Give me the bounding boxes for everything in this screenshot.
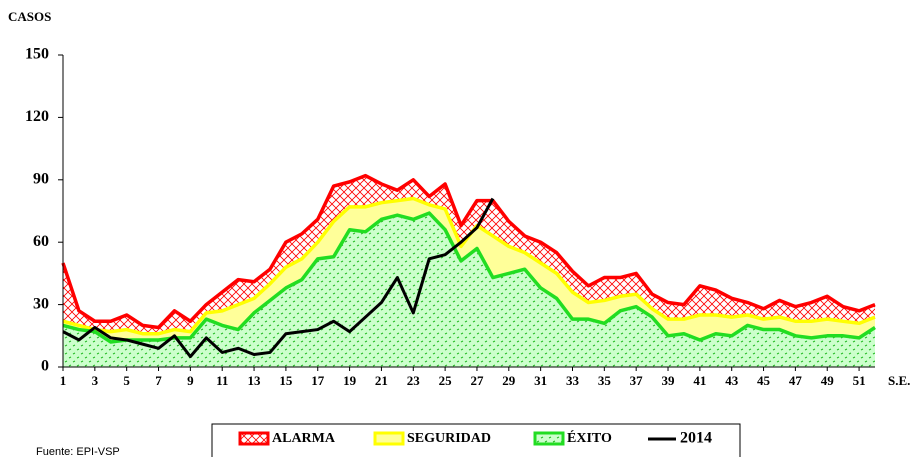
y-tick-label: 90: [33, 170, 49, 187]
x-tick-label: 13: [248, 373, 262, 388]
x-tick-label: 11: [216, 373, 228, 388]
x-axis-label: S.E.: [888, 373, 910, 388]
legend-swatch: [238, 431, 270, 446]
x-tick-label: 23: [407, 373, 421, 388]
legend-label: ÉXITO: [567, 429, 612, 446]
legend-swatch: [533, 431, 565, 446]
x-tick-label: 1: [60, 373, 67, 388]
x-tick-label: 43: [725, 373, 739, 388]
x-tick-label: 17: [311, 373, 325, 388]
x-tick-label: 29: [502, 373, 516, 388]
legend-label: 2014: [680, 430, 712, 447]
x-tick-label: 49: [821, 373, 835, 388]
y-tick-label: 150: [25, 46, 49, 63]
area-outline: [61, 173, 876, 330]
line: [62, 197, 495, 359]
legend-label: SEGURIDAD: [407, 431, 491, 446]
y-tick-label: 30: [33, 295, 49, 312]
y-axis-label: CASOS: [8, 9, 51, 24]
x-tick-label: 21: [375, 373, 388, 388]
y-tick-label: 120: [25, 108, 49, 125]
x-tick-label: 45: [757, 373, 771, 388]
x-tick-label: 15: [279, 373, 293, 388]
x-tick-label: 41: [693, 373, 706, 388]
x-tick-label: 3: [92, 373, 99, 388]
x-tick-label: 47: [789, 373, 803, 388]
x-tick-label: 27: [470, 373, 484, 388]
x-tick-label: 19: [343, 373, 357, 388]
area-outline: [62, 211, 876, 344]
x-tick-label: 7: [155, 373, 162, 388]
source: Fuente: EPI-VSP: [36, 446, 120, 457]
area: [63, 213, 875, 367]
x-tick-label: 9: [187, 373, 194, 388]
legend-label: ALARMA: [272, 431, 336, 446]
legend-swatch: [373, 431, 405, 446]
x-tick-label: 35: [598, 373, 612, 388]
y-tick-label: 0: [41, 358, 49, 375]
y-tick-label: 60: [33, 233, 49, 250]
x-tick-label: 37: [630, 373, 644, 388]
x-tick-label: 39: [662, 373, 676, 388]
x-tick-label: 51: [853, 373, 866, 388]
x-tick-label: 5: [123, 373, 130, 388]
x-tick-label: 25: [439, 373, 453, 388]
x-tick-label: 33: [566, 373, 580, 388]
x-tick-label: 31: [534, 373, 547, 388]
